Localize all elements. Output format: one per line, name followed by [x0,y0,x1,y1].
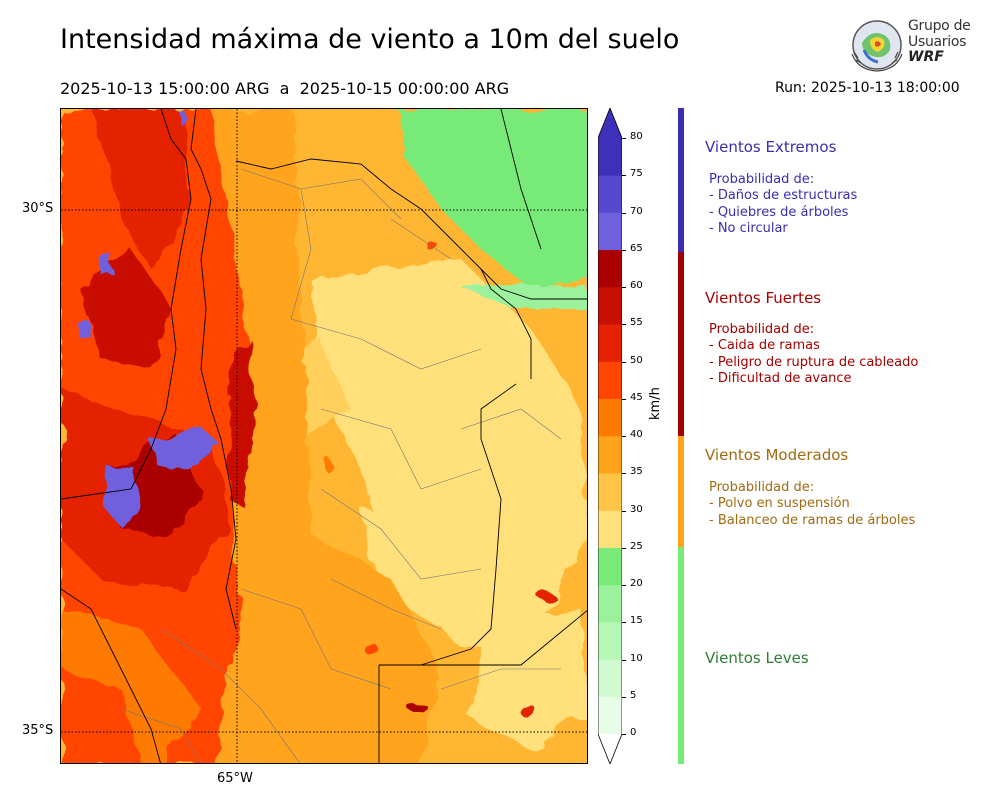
category-bar [678,547,684,764]
colorbar-tick-mark [622,473,626,475]
colorbar-tick-label: 25 [630,540,643,552]
colorbar-segment [598,659,622,698]
logo-line3: WRF [908,49,944,65]
colorbar-segment [598,473,622,511]
logo-line2: Usuarios [908,34,967,50]
category-bar [678,436,684,547]
category-description: Probabilidad de: - Caida de ramas - Peligr… [709,322,918,387]
category-description-line: - Balanceo de ramas de árboles [709,512,916,528]
colorbar-tick-mark [622,361,626,363]
colorbar-tick-label: 60 [630,280,643,291]
colorbar-extend-top [598,108,622,138]
run-time: Run: 2025-10-13 18:00:00 [775,80,960,96]
category-description-line: Probabilidad de: [709,172,815,187]
colorbar-tick-mark [622,287,626,288]
colorbar-tick-mark [622,622,626,624]
wrf-logo: Grupo de Usuarios WRF [848,16,973,74]
colorbar-segment [598,361,622,400]
category-description-line: Probabilidad de: [709,322,815,337]
colorbar-tick-label: 0 [630,727,637,738]
category-title: Vientos Leves [705,649,809,667]
colorbar-segment [598,212,622,251]
category-description: Probabilidad de: - Daños de estructuras - … [709,172,857,237]
globe-icon [851,20,903,72]
category-description-line: - Dificultad de avance [709,370,852,386]
colorbar-tick-label: 45 [630,391,643,403]
category-title: Vientos Moderados [705,446,849,464]
category-bar [678,252,684,436]
colorbar-segment [598,324,622,362]
colorbar-segment [598,547,622,586]
category-title: Vientos Fuertes [705,289,822,307]
colorbar-tick-label: 80 [630,131,643,142]
colorbar-tick-label: 65 [630,242,643,254]
lat-label-30s: 30°S [22,201,54,216]
colorbar-segment [598,249,622,288]
category-bar [678,108,684,252]
logo-line1: Grupo de [908,18,971,34]
category-description-line: - No circular [709,220,788,236]
colorbar-tick-mark [622,510,626,512]
colorbar-tick-label: 10 [630,652,643,664]
lon-label-65w: 65°W [217,771,253,786]
colorbar-segment [598,287,622,325]
colorbar-tick-label: 15 [630,615,643,627]
category-description-line: - Daños de estructuras [709,188,858,204]
colorbar-tick-mark [622,324,626,326]
colorbar-tick-mark [622,696,626,698]
colorbar-tick-label: 70 [630,205,643,217]
colorbar-tick-mark [622,249,626,251]
colorbar-tick-mark [622,659,626,661]
colorbar-extend-bottom [598,734,622,764]
colorbar-tick-mark [622,585,626,586]
colorbar-segment [598,436,622,474]
colorbar-tick-label: 35 [630,466,643,478]
colorbar-segment [598,696,622,735]
date-range: 2025-10-13 15:00:00 ARG a 2025-10-15 00:… [60,79,510,98]
colorbar-tick-label: 20 [630,578,643,589]
wind-map-svg [61,109,587,763]
colorbar-tick-mark [622,436,626,437]
colorbar-segment [598,585,622,623]
colorbar-tick-label: 55 [630,317,643,329]
category-description-line: - Quiebres de árboles [709,204,849,220]
page-title: Intensidad máxima de viento a 10m del su… [60,24,680,55]
colorbar-tick-mark [622,398,626,400]
category-title: Vientos Extremos [705,138,837,156]
colorbar-tick-label: 50 [630,354,643,366]
wind-map [60,108,588,764]
category-description-line: - Caida de ramas [709,338,820,354]
colorbar-segment [598,622,622,660]
colorbar-tick-mark [622,212,626,214]
colorbar-tick-label: 30 [630,503,643,515]
colorbar-units: km/h [648,387,663,420]
colorbar-tick-label: 40 [630,429,643,440]
colorbar-tick-label: 5 [630,689,637,701]
colorbar-segment [598,398,622,437]
category-description-line: - Polvo en suspensión [709,496,850,512]
colorbar-tick-mark [622,734,626,735]
lat-label-35s: 35°S [22,723,54,738]
colorbar-tick-label: 75 [630,168,643,180]
category-description-line: - Peligro de ruptura de cableado [709,354,919,370]
colorbar-segment [598,175,622,213]
colorbar-tick-mark [622,547,626,549]
category-description: Probabilidad de: - Polvo en suspensión - B… [709,480,915,529]
colorbar-tick-mark [622,138,626,139]
wind-colorbar [598,108,622,764]
category-description-line: Probabilidad de: [709,480,815,495]
colorbar-segment [598,510,622,549]
colorbar-segment [598,138,622,176]
colorbar-tick-mark [622,175,626,177]
